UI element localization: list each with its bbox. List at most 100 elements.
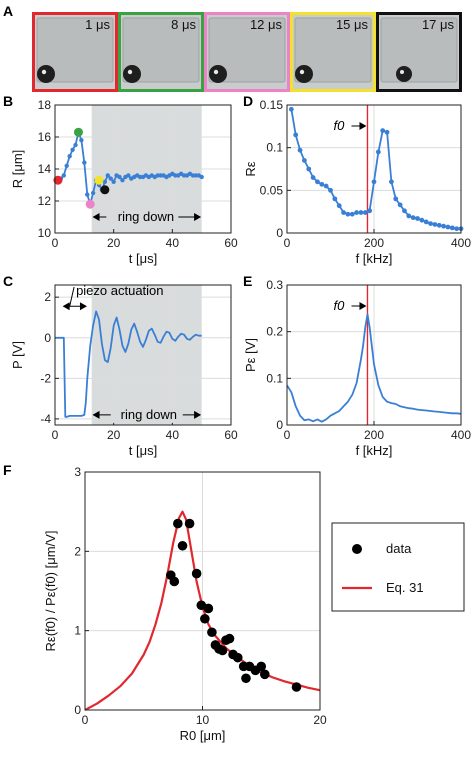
spectrum-point bbox=[349, 211, 355, 217]
y-tick-label: 10 bbox=[38, 226, 52, 240]
y-tick-label: 3 bbox=[74, 465, 81, 479]
y-tick-label: -4 bbox=[40, 412, 51, 426]
spectrum-point bbox=[306, 166, 312, 172]
spectrum-point bbox=[449, 225, 455, 231]
spectrum-point bbox=[297, 147, 303, 153]
data-point bbox=[207, 627, 217, 638]
frame-border bbox=[204, 12, 290, 92]
data-point bbox=[217, 645, 228, 656]
bubble bbox=[295, 65, 313, 83]
x-axis-label: f [kHz] bbox=[356, 251, 393, 266]
y-tick-label: 0.2 bbox=[266, 325, 283, 339]
y-axis-label: Pε [V] bbox=[243, 338, 258, 372]
y-axis-label: Rε bbox=[243, 161, 258, 176]
bubble bbox=[123, 65, 141, 83]
frame-marker-point bbox=[94, 175, 104, 185]
x-tick-label: 0 bbox=[52, 428, 59, 442]
chart-panel-b: 0 20 40 60 10 12 14 16 18 t [μs] R [μm] ring down bbox=[10, 98, 238, 266]
chart-panel-d: 0 200 400 0 0.05 0.1 0.15 f [kHz] Rε f0 bbox=[243, 98, 471, 266]
spectrum-point bbox=[441, 223, 446, 229]
frame-border bbox=[32, 12, 118, 92]
data-point bbox=[177, 540, 188, 551]
spectrum-point bbox=[345, 211, 351, 217]
legend-box bbox=[331, 522, 465, 612]
y-tick-label: 2 bbox=[74, 544, 81, 558]
spectrum-point bbox=[384, 129, 390, 135]
y-tick-label: 0.1 bbox=[266, 141, 283, 155]
spectrum-point bbox=[371, 179, 377, 185]
x-tick-label: 0 bbox=[82, 713, 89, 727]
spectrum-point bbox=[288, 106, 294, 112]
piezo-arrowhead-left bbox=[62, 302, 70, 311]
radius-point bbox=[82, 160, 87, 165]
y-axis-label: Rε(f0) / Pε(f0) [μm/V] bbox=[43, 531, 58, 652]
spectrum-point bbox=[406, 213, 412, 219]
spectrum-point bbox=[367, 208, 373, 214]
legend-data-marker bbox=[352, 544, 362, 554]
panel-label-f: F bbox=[3, 462, 12, 478]
data-point bbox=[291, 682, 302, 692]
spectrum-point bbox=[358, 210, 364, 215]
frame-border bbox=[290, 12, 376, 92]
frame-2: 8 μs bbox=[118, 12, 204, 92]
data-point bbox=[256, 661, 267, 672]
data-point bbox=[200, 613, 210, 624]
axes-frame bbox=[54, 104, 232, 234]
spectrum-point bbox=[341, 210, 346, 215]
radius-point bbox=[61, 173, 66, 178]
frame-marker-point bbox=[53, 175, 63, 185]
y-tick-label: 0.3 bbox=[266, 278, 283, 292]
y-tick-label: 0 bbox=[74, 703, 81, 717]
frame-surface bbox=[208, 17, 286, 83]
ring-down-arrowhead-right bbox=[194, 410, 202, 419]
y-tick-label: 0 bbox=[276, 418, 283, 432]
x-tick-label: 20 bbox=[107, 428, 121, 442]
panel-label-c: C bbox=[3, 273, 13, 289]
y-tick-label: 14 bbox=[38, 162, 52, 176]
x-axis-label: t [μs] bbox=[129, 443, 157, 458]
data-point bbox=[191, 568, 202, 579]
frame-3: 12 μs bbox=[204, 12, 290, 92]
spectrum-point bbox=[415, 216, 420, 221]
spectrum-point bbox=[389, 179, 394, 185]
spectrum-point bbox=[432, 222, 438, 227]
axes-frame bbox=[286, 104, 462, 234]
data-point bbox=[169, 576, 180, 587]
spectrum-point bbox=[319, 181, 325, 187]
bubble-highlight bbox=[400, 70, 404, 74]
radius-point bbox=[111, 179, 116, 184]
y-tick-label: 0.15 bbox=[260, 98, 284, 112]
x-tick-label: 20 bbox=[107, 236, 121, 250]
x-tick-label: 200 bbox=[364, 428, 384, 442]
frame-4: 15 μs bbox=[290, 12, 376, 92]
data-point bbox=[184, 518, 195, 529]
frame-1: 1 μs bbox=[32, 12, 118, 92]
spectrum-point bbox=[419, 217, 425, 223]
panel-label-d: D bbox=[243, 93, 253, 109]
radius-point bbox=[105, 173, 111, 178]
axes-frame bbox=[84, 471, 321, 711]
y-tick-label: 0 bbox=[276, 226, 283, 240]
radius-point bbox=[70, 147, 75, 152]
y-tick-label: 0.1 bbox=[266, 371, 283, 385]
frame-marker-point bbox=[100, 185, 110, 195]
x-tick-label: 40 bbox=[166, 236, 180, 250]
radius-point bbox=[67, 154, 72, 159]
bubble bbox=[396, 66, 412, 82]
y-axis-label: R [μm] bbox=[10, 150, 25, 189]
ring-down-label-bg bbox=[110, 405, 183, 423]
spectrum-point bbox=[310, 175, 316, 180]
data-point bbox=[259, 669, 270, 680]
radius-point bbox=[73, 142, 78, 148]
frame-time-label: 1 μs bbox=[85, 17, 110, 32]
data-point bbox=[232, 652, 243, 663]
spectrum-point bbox=[336, 203, 342, 209]
ring-down-arrowhead-right bbox=[194, 213, 202, 221]
radius-point bbox=[117, 174, 122, 180]
spectrum-point bbox=[302, 158, 307, 163]
x-tick-label: 60 bbox=[224, 236, 238, 250]
frame-strip: 1 μs 8 μs 12 μs 15 μs 17 μs bbox=[32, 12, 462, 92]
x-axis-label: t [μs] bbox=[129, 251, 157, 266]
legend-data-label: data bbox=[386, 541, 412, 556]
